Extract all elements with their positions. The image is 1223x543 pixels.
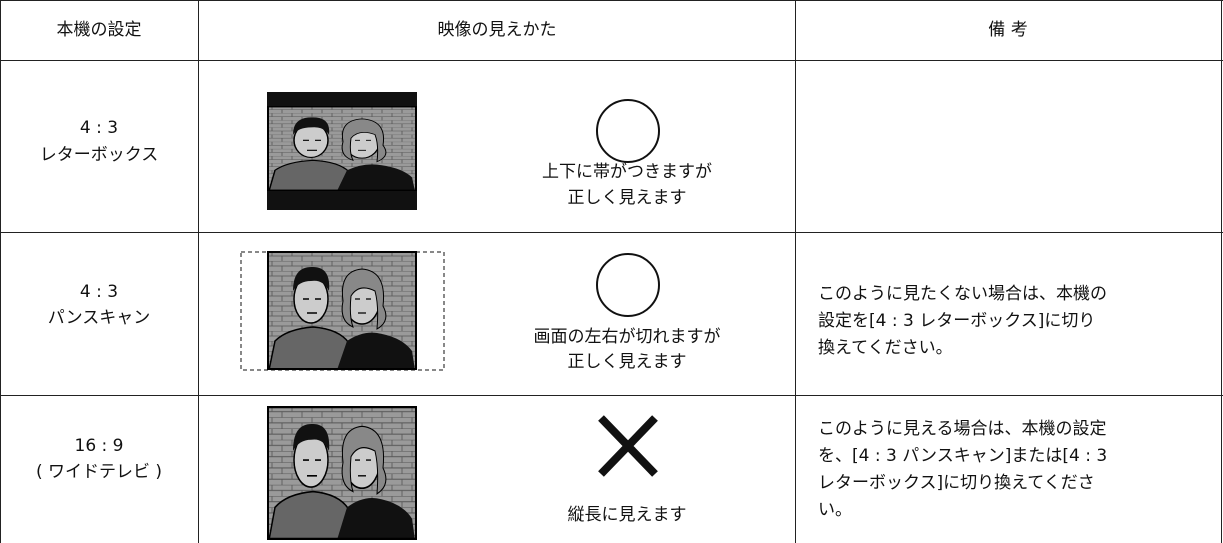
ok-circle (596, 253, 660, 317)
ok-circle (596, 99, 660, 163)
setting: レターボックス (39, 145, 159, 165)
wide-picture (267, 406, 417, 540)
border (0, 60, 1223, 61)
border (795, 0, 796, 543)
note: い。 (818, 500, 852, 520)
caption: 縦長に見えます (567, 505, 687, 525)
border (198, 0, 199, 543)
note: このように見える場合は、本機の設定 (818, 419, 1107, 439)
setting: パンスキャン (47, 308, 151, 328)
header-cell: 映像の見えかた (437, 20, 557, 40)
note: 換えてください。 (818, 338, 953, 358)
border (0, 232, 1223, 233)
note: このように見たくない場合は、本機の (818, 284, 1107, 304)
note: レターボックス]に切り換えてくださ (818, 473, 1095, 493)
border (0, 0, 1223, 1)
header-cell: 本機の設定 (56, 20, 142, 40)
header-cell: 備 考 (988, 20, 1028, 40)
setting: 4 : 3 (79, 282, 119, 302)
border (1221, 0, 1222, 543)
ng-cross (598, 415, 658, 477)
panscan-picture (240, 251, 445, 371)
letterbox-picture (267, 92, 417, 210)
border (0, 0, 1, 543)
setting: 16 : 9 (74, 436, 124, 456)
caption: 上下に帯がつきますが (542, 162, 712, 182)
caption: 画面の左右が切れますが (533, 327, 721, 347)
setting: ( ワイドテレビ ) (35, 462, 163, 482)
setting: 4 : 3 (79, 118, 119, 138)
note: 設定を[4 : 3 レターボックス]に切り (818, 311, 1096, 331)
note: を、[4 : 3 パンスキャン]または[4 : 3 (818, 446, 1108, 466)
caption: 正しく見えます (567, 188, 687, 208)
border (0, 395, 1223, 396)
caption: 正しく見えます (567, 352, 687, 372)
